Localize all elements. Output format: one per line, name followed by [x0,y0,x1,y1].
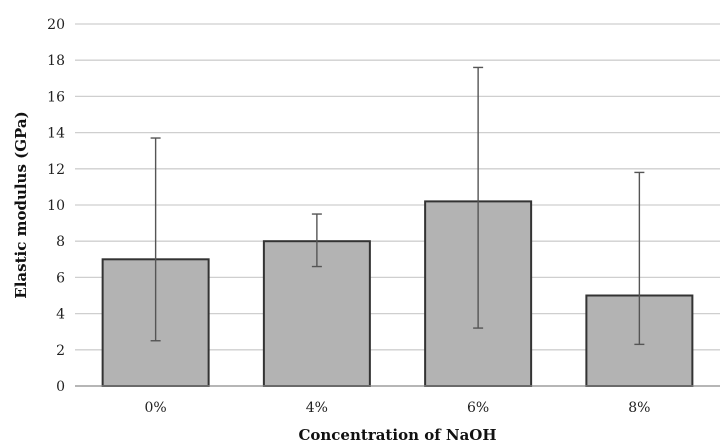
y-axis-title: Elastic modulus (GPa) [12,111,30,298]
y-tick-labels: 0 2 4 6 8 10 12 14 16 18 20 [47,17,65,395]
x-axis-title: Concentration of NaOH [298,426,496,444]
x-tick-label-8%: 8% [628,400,650,416]
error-bar-6% [473,66,484,329]
y-tick-label-20: 20 [47,17,65,33]
y-tick-label-12: 12 [47,162,65,178]
y-tick-label-0: 0 [56,379,65,395]
error-bar-8% [634,171,645,346]
error-bars [150,66,645,346]
x-tick-label-6%: 6% [467,400,489,416]
x-tick-labels: 0% 4% 6% 8% [145,400,651,416]
y-tick-label-4: 4 [56,307,65,323]
x-tick-label-0%: 0% [145,400,167,416]
y-tick-label-6: 6 [56,270,65,286]
y-tick-label-2: 2 [56,343,65,359]
y-tick-label-14: 14 [47,126,65,142]
error-bar-4% [311,213,322,268]
y-tick-label-16: 16 [47,89,65,105]
error-bar-0% [150,137,161,342]
y-tick-label-8: 8 [56,234,65,250]
y-tick-label-10: 10 [47,198,65,214]
bars [101,200,694,387]
x-tick-label-4%: 4% [306,400,328,416]
y-tick-label-18: 18 [47,53,65,69]
